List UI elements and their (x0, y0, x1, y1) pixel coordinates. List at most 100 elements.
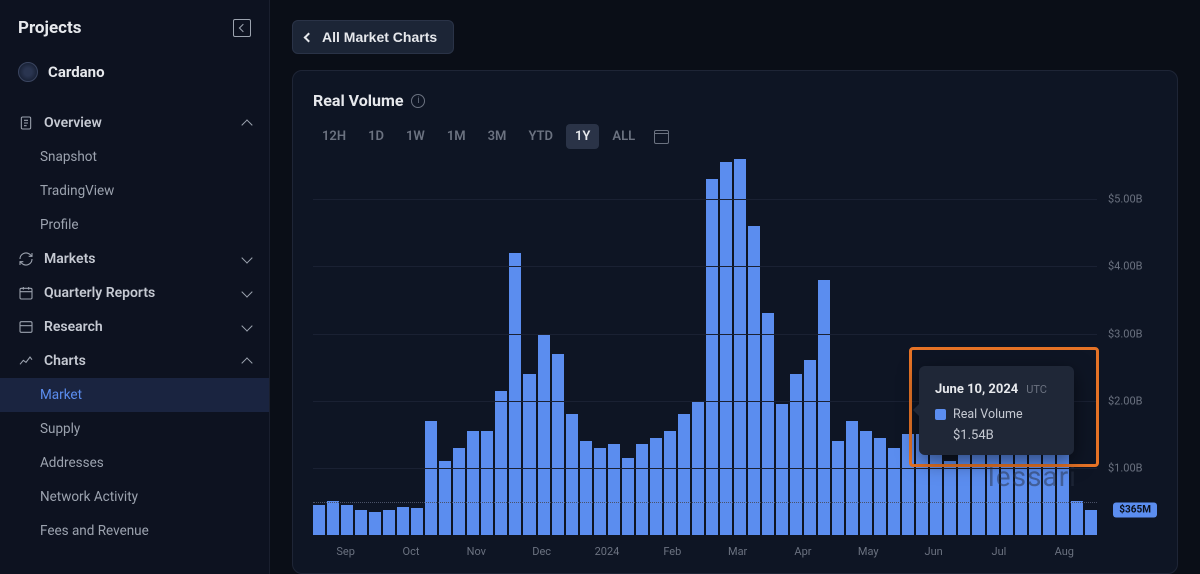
chart-bar[interactable] (327, 501, 339, 535)
chart-bar[interactable] (566, 414, 578, 535)
chart-bar[interactable] (411, 508, 423, 535)
gridline (313, 266, 1097, 267)
chart-bar[interactable] (481, 431, 493, 535)
x-axis-label: Feb (640, 539, 705, 563)
sidebar-item-snapshot[interactable]: Snapshot (0, 140, 269, 174)
cardano-logo-icon (18, 62, 38, 82)
reference-line (313, 502, 1097, 503)
range-1w[interactable]: 1W (397, 124, 434, 149)
chart-bar[interactable] (341, 505, 353, 535)
tooltip-series-label: Real Volume (953, 407, 1023, 422)
project-name: Cardano (48, 63, 105, 81)
chart-bar[interactable] (608, 444, 620, 535)
chart-bar[interactable] (538, 334, 550, 535)
chevron-icon (241, 119, 252, 130)
chart-bar[interactable] (874, 438, 886, 535)
sidebar-item-overview[interactable]: Overview (0, 106, 269, 140)
chart-bar[interactable] (650, 438, 662, 535)
chart-bar[interactable] (594, 448, 606, 535)
chart-bar[interactable] (425, 421, 437, 535)
chart-bar[interactable] (1085, 510, 1097, 535)
chart-bar[interactable] (678, 414, 690, 535)
y-axis-label: $4.00B (1102, 260, 1157, 273)
x-axis-label: Mar (705, 539, 770, 563)
range-1m[interactable]: 1M (438, 124, 475, 149)
chart-bar[interactable] (860, 431, 872, 535)
sidebar-item-quarterly-reports[interactable]: Quarterly Reports (0, 276, 269, 310)
sidebar-item-supply[interactable]: Supply (0, 412, 269, 446)
x-axis-label: Nov (444, 539, 509, 563)
sidebar-item-network-activity[interactable]: Network Activity (0, 480, 269, 514)
doc-icon (18, 115, 34, 131)
chart-bar[interactable] (902, 434, 914, 535)
chart-bar[interactable] (790, 374, 802, 535)
range-12h[interactable]: 12H (313, 124, 355, 149)
sidebar-item-tradingview[interactable]: TradingView (0, 174, 269, 208)
chart-bar[interactable] (930, 454, 942, 535)
x-axis-label: May (836, 539, 901, 563)
chart-bar[interactable] (720, 162, 732, 535)
chart-bar[interactable] (313, 505, 325, 535)
y-axis-label: $3.00B (1102, 327, 1157, 340)
chart-bar[interactable] (552, 354, 564, 535)
back-button-label: All Market Charts (322, 29, 437, 45)
chart-bar[interactable] (397, 507, 409, 535)
info-icon[interactable]: i (411, 94, 425, 108)
main-content: All Market Charts Real Volume i 12H1D1W1… (270, 0, 1200, 574)
chart-bar[interactable] (509, 253, 521, 535)
chart-card: Real Volume i 12H1D1W1M3MYTD1YALL SepOct… (292, 70, 1178, 574)
range-all[interactable]: ALL (603, 124, 644, 149)
current-value-badge: $365M (1113, 503, 1157, 518)
calendar-icon[interactable] (654, 130, 669, 144)
chart-bar[interactable] (832, 441, 844, 535)
x-axis-label: 2024 (574, 539, 639, 563)
chart-bar[interactable] (664, 431, 676, 535)
back-button[interactable]: All Market Charts (292, 20, 454, 54)
chart-bar[interactable] (818, 280, 830, 535)
x-axis-label: Sep (313, 539, 378, 563)
x-axis-label: Apr (770, 539, 835, 563)
chart-bar[interactable] (846, 421, 858, 535)
chart-bar[interactable] (636, 444, 648, 535)
range-1y[interactable]: 1Y (566, 124, 599, 149)
chart-bar[interactable] (495, 391, 507, 535)
chart-bar[interactable] (453, 448, 465, 535)
tooltip: June 10, 2024 UTC Real Volume $1.54B (919, 366, 1074, 455)
chart-bar[interactable] (439, 461, 451, 535)
x-axis-label: Aug (1032, 539, 1097, 563)
sidebar-item-markets[interactable]: Markets (0, 242, 269, 276)
range-selector: 12H1D1W1M3MYTD1YALL (313, 124, 1157, 149)
sidebar-item-fees-and-revenue[interactable]: Fees and Revenue (0, 514, 269, 548)
sidebar: Projects Cardano OverviewSnapshotTrading… (0, 0, 270, 574)
chart-bar[interactable] (369, 512, 381, 536)
chart-bar[interactable] (622, 458, 634, 535)
chart-bar[interactable] (748, 226, 760, 535)
chart-bar[interactable] (383, 510, 395, 536)
chart-bar[interactable] (1071, 501, 1083, 535)
gridline (313, 468, 1097, 469)
chart-bar[interactable] (734, 159, 746, 535)
chart-bar[interactable] (776, 404, 788, 535)
sidebar-item-profile[interactable]: Profile (0, 208, 269, 242)
chart-bar[interactable] (706, 179, 718, 535)
sidebar-item-market[interactable]: Market (0, 378, 269, 412)
chart-bar[interactable] (355, 510, 367, 536)
chart-bar[interactable] (467, 431, 479, 535)
collapse-sidebar-icon[interactable] (233, 19, 251, 37)
range-3m[interactable]: 3M (479, 124, 516, 149)
y-axis-label: $2.00B (1102, 394, 1157, 407)
chart-bar[interactable] (888, 448, 900, 535)
project-header[interactable]: Cardano (0, 52, 269, 100)
chart-bar[interactable] (804, 360, 816, 535)
chart-area[interactable]: SepOctNovDec2024FebMarAprMayJunJulAug le… (313, 159, 1157, 563)
sidebar-item-research[interactable]: Research (0, 310, 269, 344)
chart-bar[interactable] (944, 461, 956, 535)
gridline (313, 334, 1097, 335)
chart-bar[interactable] (580, 441, 592, 535)
sidebar-item-addresses[interactable]: Addresses (0, 446, 269, 480)
chart-icon (18, 353, 34, 369)
chart-bar[interactable] (523, 374, 535, 535)
range-ytd[interactable]: YTD (519, 124, 562, 149)
sidebar-item-charts[interactable]: Charts (0, 344, 269, 378)
range-1d[interactable]: 1D (359, 124, 393, 149)
